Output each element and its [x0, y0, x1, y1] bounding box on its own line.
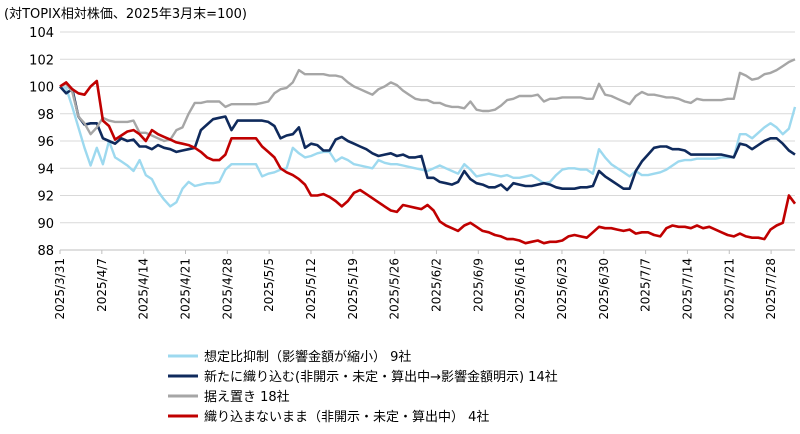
chart-title: (対TOPIX相対株価、2025年3月末=100)	[4, 7, 247, 22]
x-tick-label: 2025/6/16	[513, 258, 527, 320]
x-tick-label: 2025/4/14	[137, 258, 151, 320]
legend-label: 新たに織り込む(非開示・未定・算出中→影響金額明示) 14社	[204, 369, 558, 385]
x-tick-label: 2025/6/2	[429, 258, 443, 312]
x-tick-label: 2025/7/14	[680, 258, 694, 320]
x-tick-label: 2025/4/21	[178, 258, 192, 320]
series-line-2	[59, 85, 796, 192]
y-tick-label: 104	[29, 26, 54, 41]
x-tick-label: 2025/5/12	[304, 258, 318, 320]
x-tick-label: 2025/5/26	[388, 258, 402, 320]
y-tick-label: 94	[37, 162, 54, 177]
legend-label: 想定比抑制（影響金額が縮小） 9社	[204, 349, 411, 365]
x-tick-label: 2025/4/28	[220, 258, 234, 320]
y-tick-label: 102	[29, 53, 54, 68]
series-line-4	[59, 79, 797, 245]
x-tick-label: 2025/6/23	[555, 258, 569, 320]
series-line-3	[59, 58, 796, 143]
y-tick-label: 98	[37, 108, 54, 123]
x-tick-label: 2025/5/19	[346, 258, 360, 320]
x-tick-label: 2025/7/21	[722, 258, 736, 320]
legend-label: 据え置き 18社	[204, 389, 290, 405]
legend-label: 織り込まないまま（非開示・未定・算出中） 4社	[204, 409, 489, 425]
y-tick-label: 92	[37, 190, 54, 205]
y-tick-label: 96	[37, 135, 54, 150]
x-tick-label: 2025/3/31	[53, 258, 67, 320]
y-tick-label: 100	[29, 81, 54, 96]
y-tick-label: 90	[37, 217, 54, 232]
series-line-1	[59, 85, 797, 208]
x-tick-label: 2025/5/5	[262, 258, 276, 312]
y-axis-ticks: 88 90 92 94 96 98 100 102 104	[29, 26, 54, 259]
gridlines	[60, 31, 795, 251]
x-tick-label: 2025/7/7	[639, 258, 653, 312]
x-tick-label: 2025/4/7	[95, 258, 109, 312]
y-tick-label: 88	[37, 244, 54, 259]
legend: 想定比抑制（影響金額が縮小） 9社新たに織り込む(非開示・未定・算出中→影響金額…	[168, 349, 558, 425]
x-tick-label: 2025/6/30	[597, 258, 611, 320]
series-lines	[59, 58, 797, 245]
x-axis-ticks: 2025/3/31 2025/4/7 2025/4/14 2025/4/21 2025/…	[53, 250, 778, 320]
x-tick-label: 2025/6/9	[471, 258, 485, 312]
x-tick-label: 2025/7/28	[764, 258, 778, 320]
